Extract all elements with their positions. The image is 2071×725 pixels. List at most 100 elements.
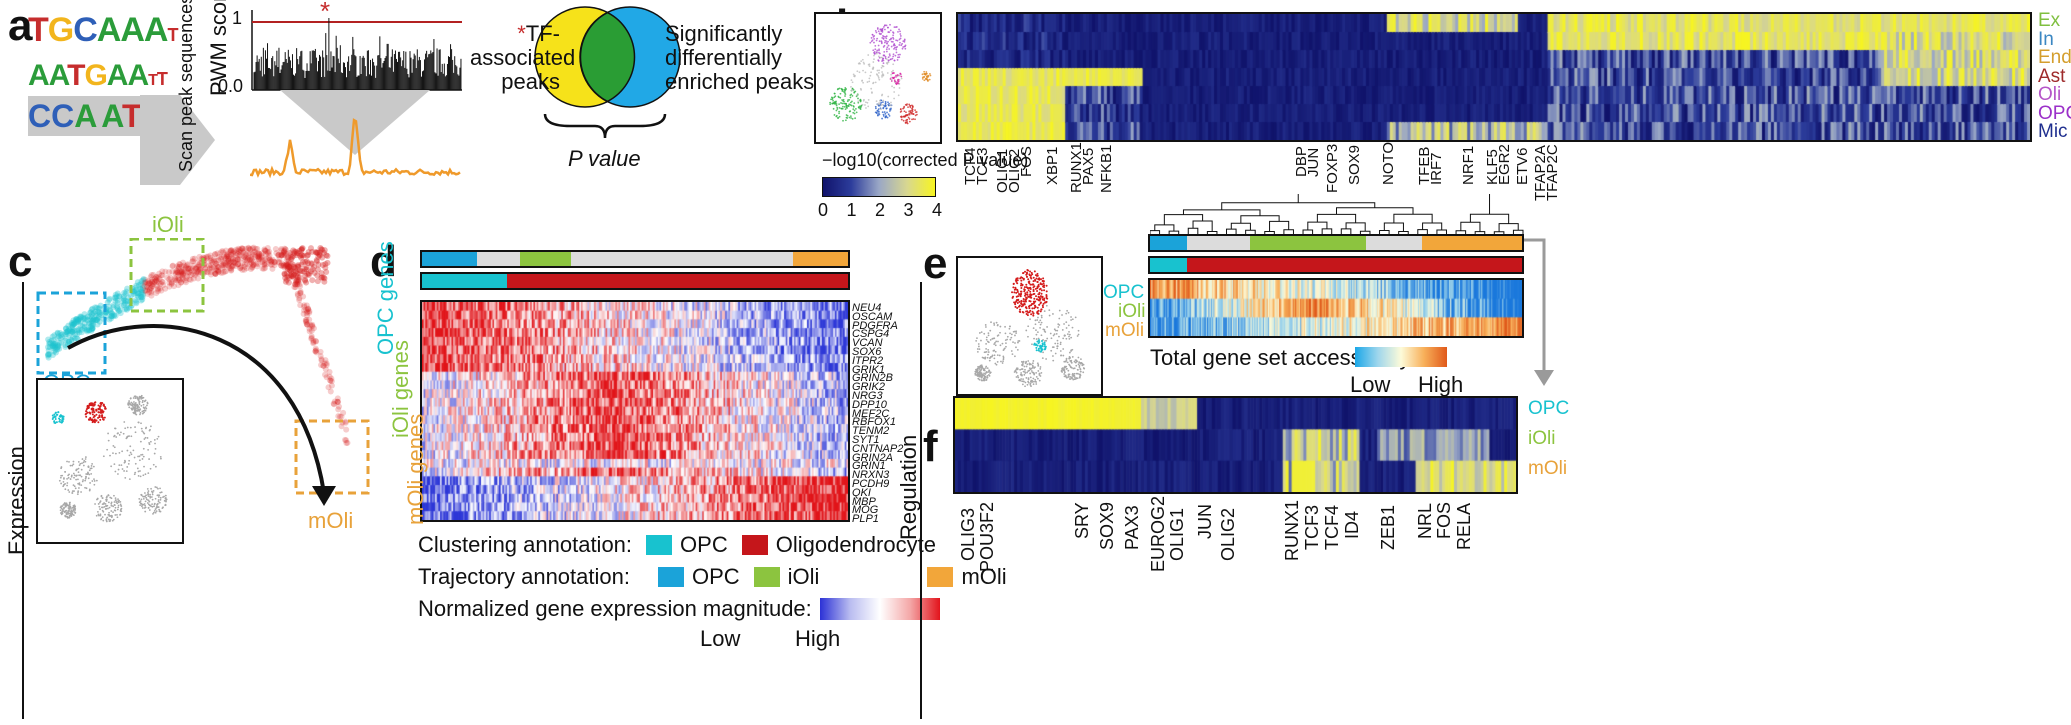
traj-label-moli: mOli: [308, 508, 354, 533]
f-tf-label: RELA: [1454, 502, 1474, 550]
pwm-score-plot: [250, 10, 462, 179]
d-gene-label: MOG: [852, 504, 879, 517]
d-gene-label: MBP: [852, 495, 876, 508]
d-gene-label: MEF2C: [852, 407, 890, 420]
pwm-ytick-bottom: 0.0: [218, 76, 244, 96]
colorbar-b-ticks: 0 1 2 3 4: [818, 200, 942, 221]
panel-d-letter: d: [370, 237, 397, 286]
b-row-label: End: [2038, 47, 2071, 68]
swatch-moli-traj: [927, 567, 954, 587]
traj-label-ioli: iOli: [152, 212, 184, 237]
d-gene-label: NEU4: [852, 302, 882, 314]
b-tf-label: IRF7: [1428, 152, 1445, 185]
d-gene-label: NRXN3: [852, 469, 890, 482]
f-tf-label: ID4: [1342, 510, 1362, 539]
f-tf-label: OLIG2: [1218, 507, 1238, 561]
e-row-moli: mOli: [1105, 320, 1145, 341]
heatmap-f: [953, 396, 1518, 494]
f-tf-label: FOS: [1434, 501, 1454, 539]
f-row-ioli: iOli: [1528, 428, 1556, 449]
motif-logo-1: TGCAAAT: [28, 11, 178, 49]
b-tf-label: NFKB1: [1098, 144, 1115, 193]
connector-arrow-icon: [1524, 238, 1554, 386]
d-gene-label: DPP10: [852, 398, 887, 411]
f-tf-label: NRL: [1415, 502, 1435, 539]
scan-label: Scan peak sequences: [176, 0, 196, 172]
d-gene-label: ITPR2: [852, 354, 884, 367]
trajectory-plot: [36, 238, 370, 506]
f-row-opc: OPC: [1528, 398, 1570, 419]
b-tf-label: PAX5: [1080, 147, 1097, 185]
e-high-label: High: [1418, 372, 1464, 397]
venn-diagram: [534, 6, 681, 108]
d-gene-label: CNTNAP2: [852, 442, 904, 455]
swatch-opc-cluster: [646, 535, 673, 555]
f-tf-label: RUNX1: [1282, 499, 1302, 561]
d-gene-label: PDGFRA: [852, 319, 898, 332]
dendrogram-e: [1150, 194, 1524, 236]
regulation-divider: [920, 282, 922, 719]
expression-colorbar: [819, 598, 940, 620]
d-gene-label: GRIN1: [852, 460, 886, 473]
cb-tick-2: 2: [874, 200, 885, 220]
legend-trajectory: Trajectory annotation: OPC iOli mOli: [418, 564, 1007, 590]
legend-expression: Normalized gene expression magnitude:: [418, 596, 940, 622]
b-tf-label: XBP1: [1044, 146, 1061, 185]
e-clustering-bar: [1148, 256, 1524, 274]
b-tf-label: FOS: [1018, 145, 1035, 177]
legend-clustering-title: Clustering annotation:: [418, 532, 633, 557]
d-clustering-bar: [420, 272, 850, 290]
swatch-opc-traj: [657, 567, 684, 587]
legend-trajectory-title: Trajectory annotation:: [418, 564, 630, 589]
f-tf-label: POU3F2: [977, 501, 997, 572]
b-row-label: Mic: [2038, 121, 2068, 142]
f-tf-label: SRY: [1072, 502, 1092, 539]
venn-left-label: TF-associated peaks: [470, 21, 576, 94]
d-gene-label: GRIN2A: [852, 451, 893, 464]
heatmap-d: [420, 300, 850, 522]
d-gene-label: SYT1: [852, 434, 880, 446]
expr-low-label: Low: [700, 626, 741, 651]
cb-tick-4: 4: [931, 200, 942, 220]
b-tf-label: TFAP2C: [1544, 144, 1561, 202]
heatmap-e: [1148, 278, 1524, 338]
panel-a-letter: a: [8, 1, 33, 50]
d-gene-label: SOX6: [852, 346, 882, 358]
f-tf-label: PAX3: [1122, 505, 1142, 550]
b-tf-label: ETV6: [1514, 147, 1531, 185]
tsne-e: [956, 256, 1103, 396]
tsne-b: [814, 12, 942, 144]
d-trajectory-bar: [420, 250, 850, 268]
legend-clustering: Clustering annotation: OPC Oligodendrocy…: [418, 532, 936, 558]
expression-divider: [22, 282, 24, 719]
f-tf-label: ZEB1: [1378, 504, 1398, 550]
tsne-c-inset: [36, 378, 184, 544]
d-gene-label: QKI: [852, 486, 871, 499]
pwm-ytick-top: 1: [232, 8, 243, 28]
e-row-ioli: iOli: [1118, 301, 1146, 322]
panel-f-letter: f: [923, 422, 938, 471]
e-trajectory-bar: [1148, 234, 1524, 252]
legend-expression-title: Normalized gene expression magnitude:: [418, 596, 812, 621]
regulation-side-label: Regulation: [896, 434, 921, 540]
d-gene-label: PCDH9: [852, 478, 890, 490]
f-tf-label: TCF4: [1322, 505, 1342, 550]
motif-logo-2: AATGAATT: [28, 59, 168, 92]
b-row-label: Oli: [2038, 84, 2062, 105]
heatmap-b: [956, 12, 2032, 142]
expression-side-label: Expression: [4, 446, 29, 555]
b-tf-label: TCF3: [974, 147, 991, 185]
b-row-label: Ast: [2038, 65, 2066, 87]
colorbar-b-title: −log10(corrected P value): [822, 150, 1029, 170]
cb-tick-0: 0: [818, 200, 829, 220]
b-tf-label: JUN: [1305, 147, 1322, 177]
b-tf-label: NOTO: [1380, 141, 1397, 185]
d-gene-label: VCAN: [852, 337, 883, 350]
d-gene-label: GRIN2B: [852, 372, 893, 385]
venn-left-label-wrap: *TF-associated peaks: [470, 21, 576, 94]
cb-tick-3: 3: [903, 200, 914, 220]
b-row-label: OPC: [2038, 102, 2071, 124]
swatch-ioli-traj: [753, 567, 780, 587]
pvalue-label: P value: [568, 146, 641, 171]
d-group-opc: OPC genes: [373, 241, 398, 355]
